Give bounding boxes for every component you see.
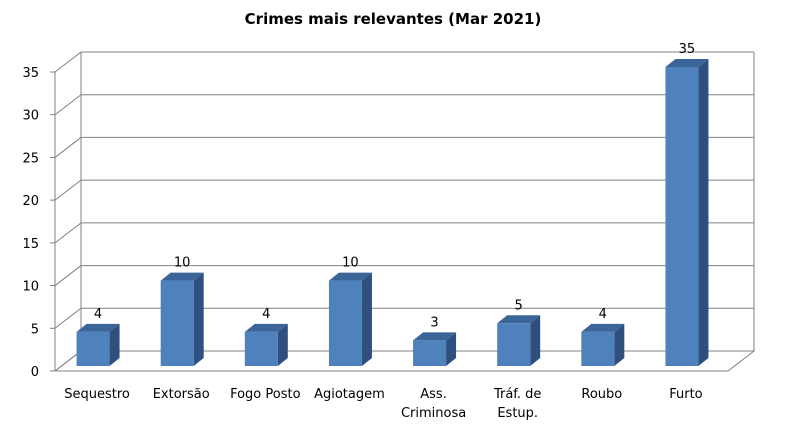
bar — [497, 323, 531, 366]
bar — [413, 340, 447, 366]
x-tick-label: Extorsão — [153, 387, 210, 402]
gridline-depth — [54, 137, 82, 158]
data-label: 3 — [430, 315, 438, 330]
data-label: 10 — [342, 256, 359, 271]
axis-layer: 0 5 10 15 20 25 30 35 — [22, 66, 56, 380]
bar — [76, 331, 110, 366]
x-tick-label-line: Tráf. de — [493, 387, 542, 402]
gridline-depth — [54, 265, 82, 286]
y-tick-label: 5 — [31, 322, 39, 337]
bar-top — [665, 59, 709, 67]
bar-side — [446, 332, 457, 366]
bar — [244, 331, 278, 366]
y-tick-label: 30 — [22, 109, 39, 124]
gridline-depth — [54, 51, 82, 73]
data-label: 10 — [174, 256, 191, 271]
x-tick-label: Tráf. de Estup. — [493, 387, 542, 421]
bar-top — [244, 323, 288, 332]
chart-floor — [53, 350, 756, 372]
x-tick-label-line: Fogo Posto — [230, 387, 301, 402]
y-tick-label: 0 — [31, 365, 39, 380]
x-tick-label: Ass. Criminosa — [401, 387, 466, 421]
x-tick-label-line: Ass. — [420, 387, 447, 402]
x-tick-label: Roubo — [581, 387, 622, 402]
x-tick-label-line: Roubo — [581, 387, 622, 402]
bar-side — [698, 59, 709, 366]
data-label: 4 — [262, 307, 270, 322]
bar-top — [328, 272, 372, 281]
gridline-depth — [54, 222, 82, 244]
bar-top — [497, 315, 541, 324]
data-label: 5 — [515, 298, 523, 313]
x-tick-label: Furto — [669, 387, 702, 402]
bar-side — [193, 272, 204, 366]
y-tick-label: 15 — [22, 237, 39, 252]
x-tick-label: Fogo Posto — [230, 387, 301, 402]
bar — [328, 280, 362, 366]
x-tick-label: Agiotagem — [314, 387, 385, 402]
bar-top — [413, 332, 457, 341]
bar-side — [361, 272, 372, 366]
bar-top — [160, 272, 204, 281]
data-label: 4 — [94, 307, 102, 322]
y-tick-label: 35 — [22, 66, 39, 81]
x-tick-label-line: Sequestro — [64, 387, 130, 402]
bar-top — [76, 323, 120, 332]
y-tick-label: 10 — [22, 280, 39, 295]
data-label: 35 — [679, 42, 696, 57]
chart-title: Crimes mais relevantes (Mar 2021) — [245, 10, 542, 28]
bar — [581, 331, 615, 366]
bars-layer — [76, 59, 709, 366]
bar-side — [530, 315, 541, 366]
grid-layer — [53, 51, 756, 372]
y-tick-label: 25 — [22, 151, 39, 166]
x-tick-label-line: Extorsão — [153, 387, 210, 402]
data-label: 4 — [599, 307, 607, 322]
x-tick-label-line: Agiotagem — [314, 387, 385, 402]
bar-top — [581, 323, 625, 332]
x-tick-label-line: Furto — [669, 387, 702, 402]
x-tick-label: Sequestro — [64, 387, 130, 402]
gridline-depth — [54, 179, 82, 201]
bar-side — [614, 323, 625, 366]
x-tick-label-line: Estup. — [497, 406, 538, 421]
gridline-depth — [54, 307, 82, 329]
x-tick-label-line: Criminosa — [401, 406, 466, 421]
bar — [160, 280, 194, 366]
bar — [665, 67, 699, 366]
bar-side — [277, 323, 288, 366]
gridline-depth — [54, 94, 82, 116]
bar-side — [109, 323, 120, 366]
y-tick-label: 20 — [22, 194, 39, 209]
labels-layer: 4 Sequestro 10 Extorsão 4 Fogo Posto 10 Agiotag… — [64, 42, 702, 421]
